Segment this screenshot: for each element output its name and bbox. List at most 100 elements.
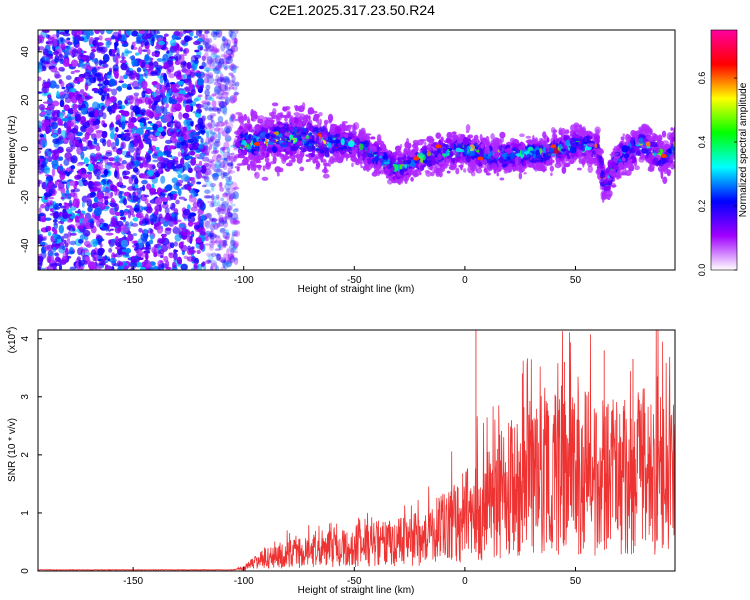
noise-blob [102, 53, 110, 63]
noise-blob [212, 141, 219, 150]
noise-blob [117, 33, 123, 39]
noise-blob [201, 184, 207, 188]
noise-blob [60, 197, 65, 200]
signal-blob [551, 159, 555, 164]
noise-blob [222, 64, 230, 70]
noise-blob [49, 252, 54, 256]
noise-blob [113, 156, 118, 163]
signal-blob [662, 176, 668, 185]
noise-blob [71, 48, 79, 57]
noise-blob [129, 160, 135, 170]
noise-blob [230, 113, 236, 121]
noise-blob [123, 198, 128, 206]
noise-blob [62, 245, 66, 251]
noise-blob [215, 121, 220, 128]
noise-blob [163, 215, 170, 221]
noise-blob [230, 161, 234, 170]
noise-blob [40, 139, 48, 148]
noise-blob [209, 135, 215, 142]
noise-blob [225, 127, 231, 135]
noise-blob [72, 36, 79, 45]
noise-blob [41, 86, 48, 94]
noise-blob [46, 176, 52, 180]
noise-blob [121, 236, 128, 240]
noise-blob [82, 229, 91, 237]
noise-blob [185, 155, 193, 160]
noise-blob [98, 35, 103, 41]
signal-blob [523, 171, 527, 175]
noise-blob [209, 202, 215, 208]
noise-blob [226, 208, 231, 215]
noise-blob [120, 133, 126, 141]
noise-blob [77, 63, 81, 68]
noise-blob [216, 222, 221, 228]
noise-blob [190, 246, 195, 250]
noise-blob [68, 199, 73, 209]
noise-blob [233, 230, 240, 238]
noise-blob [224, 183, 232, 191]
noise-blob [64, 242, 69, 248]
signal-blob [312, 116, 318, 122]
noise-blob [50, 121, 58, 130]
noise-blob [170, 106, 174, 113]
noise-blob [205, 230, 211, 237]
signal-blob [463, 168, 467, 173]
noise-blob [121, 160, 127, 165]
noise-blob [219, 187, 225, 192]
noise-blob [213, 196, 217, 204]
noise-blob [129, 55, 135, 60]
noise-blob [211, 100, 217, 108]
noise-blob [128, 94, 135, 104]
noise-blob [44, 217, 52, 221]
noise-blob [210, 260, 218, 268]
noise-blob [233, 92, 240, 96]
noise-blob [205, 151, 210, 155]
noise-blob [127, 210, 132, 219]
noise-blob [86, 143, 94, 150]
noise-blob [174, 233, 182, 242]
noise-blob [89, 220, 95, 229]
noise-blob [177, 174, 183, 179]
noise-blob [218, 182, 223, 189]
noise-blob [102, 185, 107, 192]
noise-blob [214, 85, 222, 94]
noise-blob [96, 238, 105, 242]
noise-blob [217, 200, 221, 207]
noise-blob [222, 192, 230, 197]
noise-blob [124, 253, 130, 258]
noise-blob [215, 66, 219, 71]
noise-blob [49, 80, 57, 89]
noise-blob [230, 236, 235, 244]
noise-blob [62, 58, 70, 68]
noise-blob [168, 73, 175, 79]
noise-blob [202, 62, 207, 68]
noise-blob [69, 107, 74, 113]
noise-blob [57, 179, 61, 183]
noise-blob [130, 110, 134, 118]
noise-blob [120, 141, 126, 150]
noise-blob [233, 250, 239, 254]
noise-blob [117, 105, 123, 110]
noise-blob [202, 101, 209, 110]
noise-blob [196, 249, 201, 255]
noise-blob [63, 104, 70, 112]
noise-blob [60, 219, 65, 222]
noise-blob [163, 78, 170, 88]
noise-blob [61, 192, 66, 201]
noise-blob [166, 115, 170, 122]
noise-blob [46, 255, 52, 264]
noise-blob [108, 48, 113, 56]
noise-blob [227, 87, 231, 92]
noise-blob [195, 85, 200, 90]
noise-blob [144, 213, 149, 222]
noise-blob [193, 264, 198, 270]
noise-blob [96, 77, 102, 82]
noise-blob [216, 70, 222, 75]
noise-blob [209, 59, 218, 67]
noise-blob [119, 59, 127, 64]
noise-blob [215, 107, 219, 111]
noise-blob [83, 96, 90, 101]
noise-blob [204, 212, 213, 219]
noise-blob [229, 95, 237, 104]
